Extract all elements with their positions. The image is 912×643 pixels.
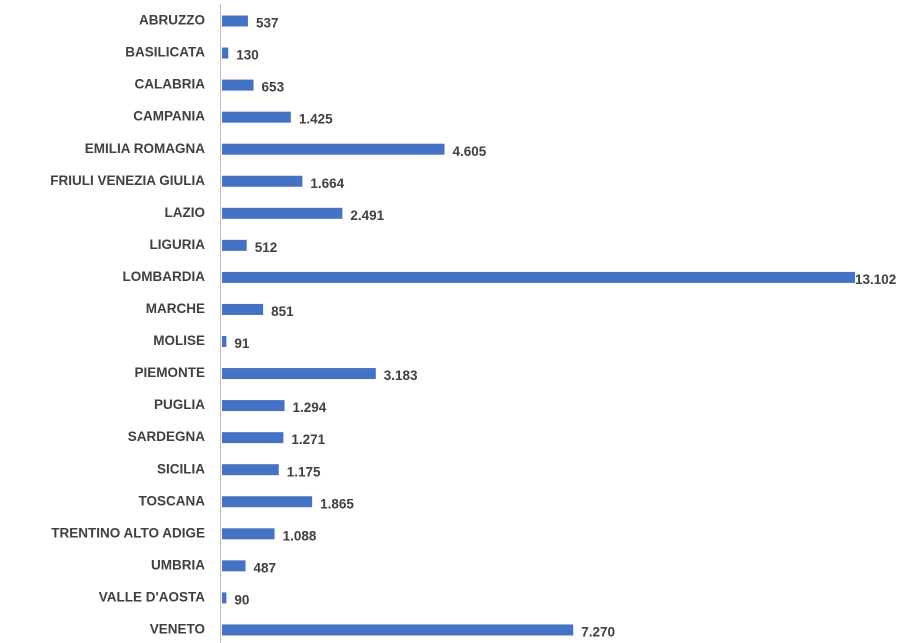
bar — [222, 592, 227, 604]
value-label: 90 — [234, 592, 249, 607]
category-label: CALABRIA — [135, 77, 206, 92]
bar — [222, 271, 855, 283]
bar — [222, 143, 445, 155]
bar — [222, 79, 254, 91]
bar — [222, 400, 285, 412]
category-label: LOMBARDIA — [123, 269, 206, 284]
bar — [222, 496, 313, 508]
category-label: VALLE D'AOSTA — [99, 589, 205, 604]
category-label: TOSCANA — [138, 493, 205, 508]
value-label: 3.183 — [384, 368, 418, 383]
value-label: 851 — [271, 304, 294, 319]
value-label: 91 — [234, 336, 250, 351]
category-label: FRIULI VENEZIA GIULIA — [50, 173, 205, 188]
category-label: LIGURIA — [150, 237, 206, 252]
value-label: 487 — [254, 560, 277, 575]
category-label: TRENTINO ALTO ADIGE — [51, 525, 205, 540]
bar — [222, 368, 376, 380]
value-label: 512 — [255, 240, 278, 255]
bar — [222, 528, 275, 540]
bar — [222, 239, 247, 251]
bar — [222, 336, 227, 347]
bar — [222, 47, 229, 59]
bar — [222, 560, 246, 572]
value-label: 1.294 — [293, 400, 327, 415]
bar — [222, 175, 303, 187]
value-label: 1.664 — [310, 176, 344, 191]
bar — [222, 432, 284, 444]
value-label: 4.605 — [452, 144, 486, 159]
category-label: VENETO — [150, 622, 205, 637]
bar — [222, 111, 291, 123]
value-label: 653 — [262, 80, 285, 95]
category-label: BASILICATA — [125, 45, 205, 60]
category-label: UMBRIA — [151, 557, 205, 572]
value-label: 13.102 — [855, 272, 896, 287]
value-label: 537 — [256, 16, 279, 31]
category-label: LAZIO — [165, 205, 206, 220]
category-label: PUGLIA — [154, 397, 205, 412]
value-label: 130 — [236, 48, 259, 63]
value-label: 1.865 — [320, 496, 354, 511]
category-label: PIEMONTE — [134, 365, 205, 380]
category-label: MARCHE — [146, 301, 205, 316]
category-label: SARDEGNA — [128, 429, 206, 444]
value-label: 1.088 — [283, 528, 317, 543]
bar — [222, 624, 574, 636]
category-label: EMILIA ROMAGNA — [85, 141, 205, 156]
bar — [222, 207, 343, 219]
value-label: 7.270 — [581, 625, 615, 640]
bar — [222, 464, 279, 476]
value-label: 1.175 — [287, 464, 321, 479]
value-label: 2.491 — [350, 208, 384, 223]
bar — [222, 15, 248, 27]
bar — [222, 303, 264, 315]
category-label: CAMPANIA — [133, 109, 205, 124]
value-label: 1.425 — [299, 112, 333, 127]
category-label: SICILIA — [157, 461, 205, 476]
value-label: 1.271 — [291, 432, 325, 447]
category-label: MOLISE — [153, 333, 205, 348]
category-label: ABRUZZO — [139, 13, 205, 28]
